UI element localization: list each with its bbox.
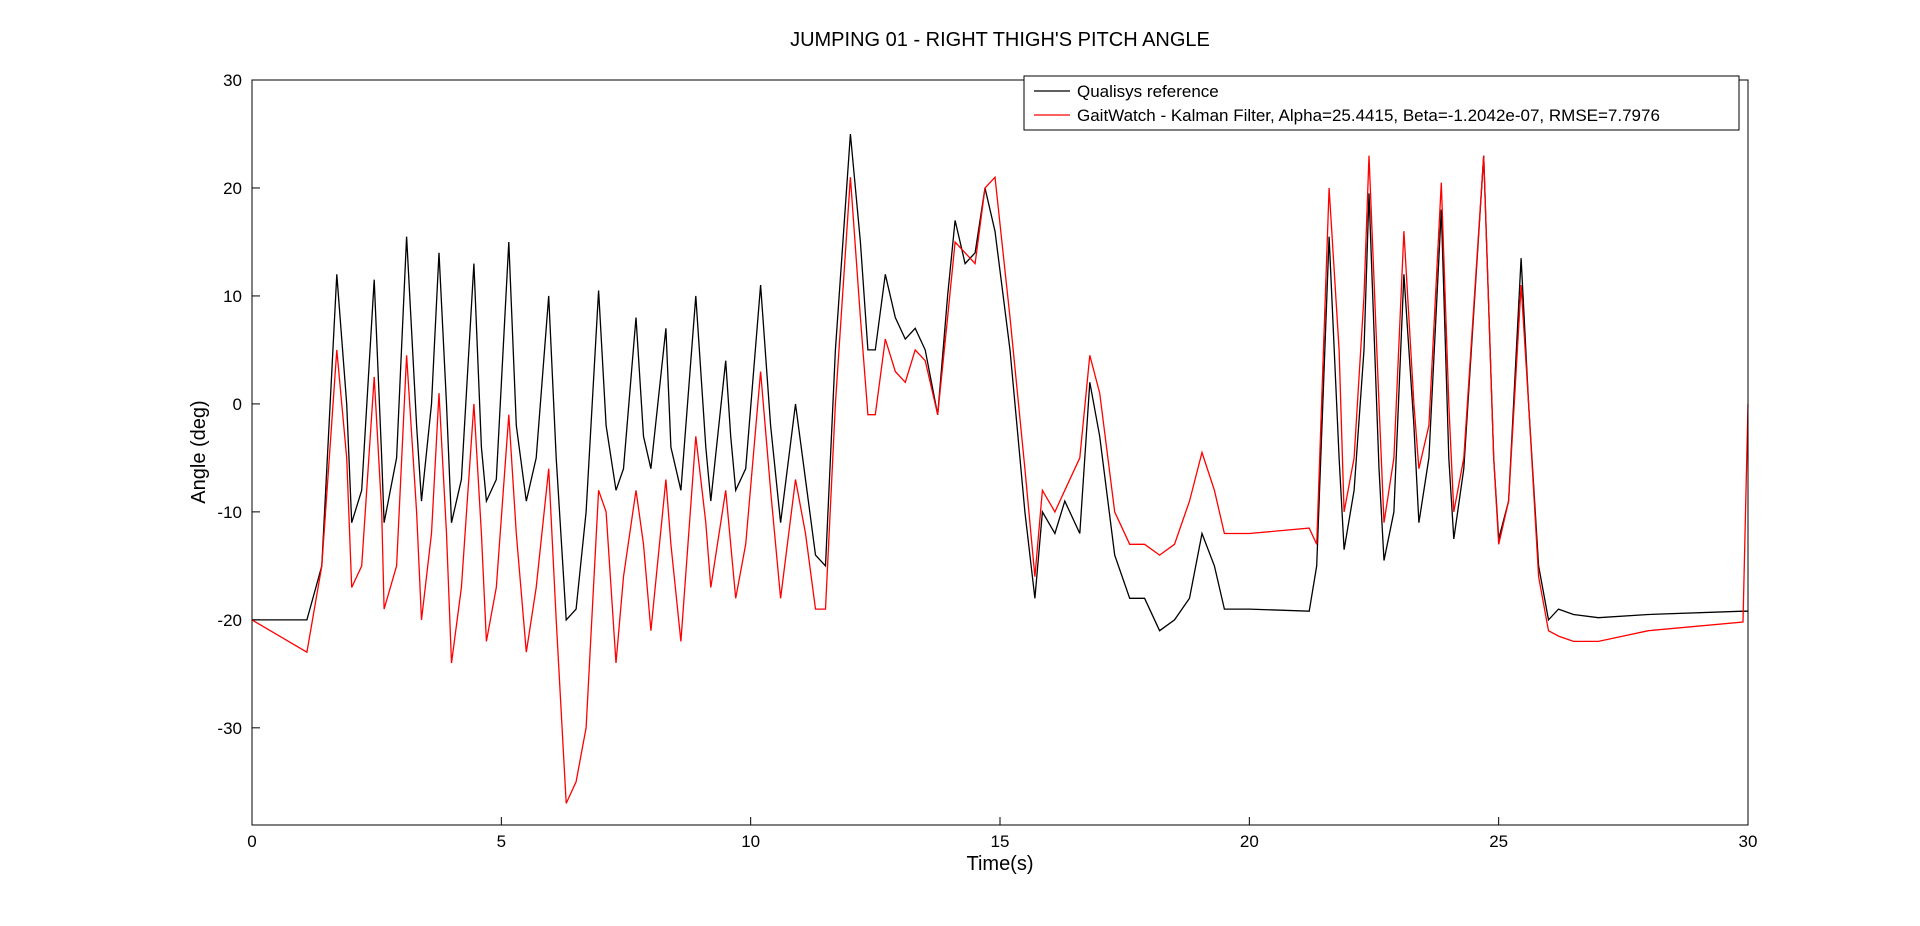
- legend-label: GaitWatch - Kalman Filter, Alpha=25.4415…: [1077, 106, 1660, 125]
- y-tick-label: -20: [217, 611, 242, 630]
- x-tick-label: 30: [1739, 832, 1758, 851]
- series-line: [252, 133, 1748, 632]
- chart-title: JUMPING 01 - RIGHT THIGH'S PITCH ANGLE: [790, 29, 1210, 51]
- x-tick-label: 10: [741, 832, 760, 851]
- x-tick-label: 5: [497, 832, 506, 851]
- y-tick-label: 0: [233, 395, 242, 414]
- x-axis-label: Time(s): [966, 853, 1033, 875]
- y-tick-label: -30: [217, 719, 242, 738]
- axes-frame: [251, 79, 1749, 826]
- x-tick-label: 20: [1240, 832, 1259, 851]
- y-axis-label: Angle (deg): [188, 400, 210, 503]
- legend-label: Qualisys reference: [1077, 82, 1219, 101]
- y-tick-label: 10: [223, 287, 242, 306]
- y-tick-label: -10: [217, 503, 242, 522]
- x-tick-label: 0: [247, 832, 256, 851]
- x-tick-label: 25: [1489, 832, 1508, 851]
- legend-box: [1023, 75, 1740, 131]
- series-line: [251, 155, 1749, 804]
- y-tick-label: 30: [223, 71, 242, 90]
- legend: Qualisys reference GaitWatch - Kalman Fil…: [1023, 75, 1740, 131]
- y-tick-label: 20: [223, 179, 242, 198]
- x-tick-label: 15: [991, 832, 1010, 851]
- plot-area: [252, 80, 1748, 825]
